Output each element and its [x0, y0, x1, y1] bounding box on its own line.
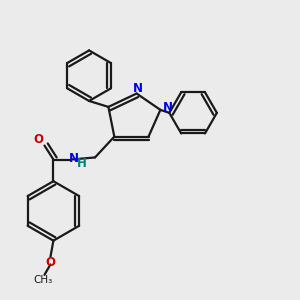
- Text: CH₃: CH₃: [33, 275, 52, 285]
- Text: N: N: [69, 152, 79, 164]
- Text: N: N: [133, 82, 142, 95]
- Text: N: N: [163, 101, 173, 114]
- Text: O: O: [45, 256, 56, 269]
- Text: H: H: [77, 157, 87, 169]
- Text: O: O: [34, 133, 44, 146]
